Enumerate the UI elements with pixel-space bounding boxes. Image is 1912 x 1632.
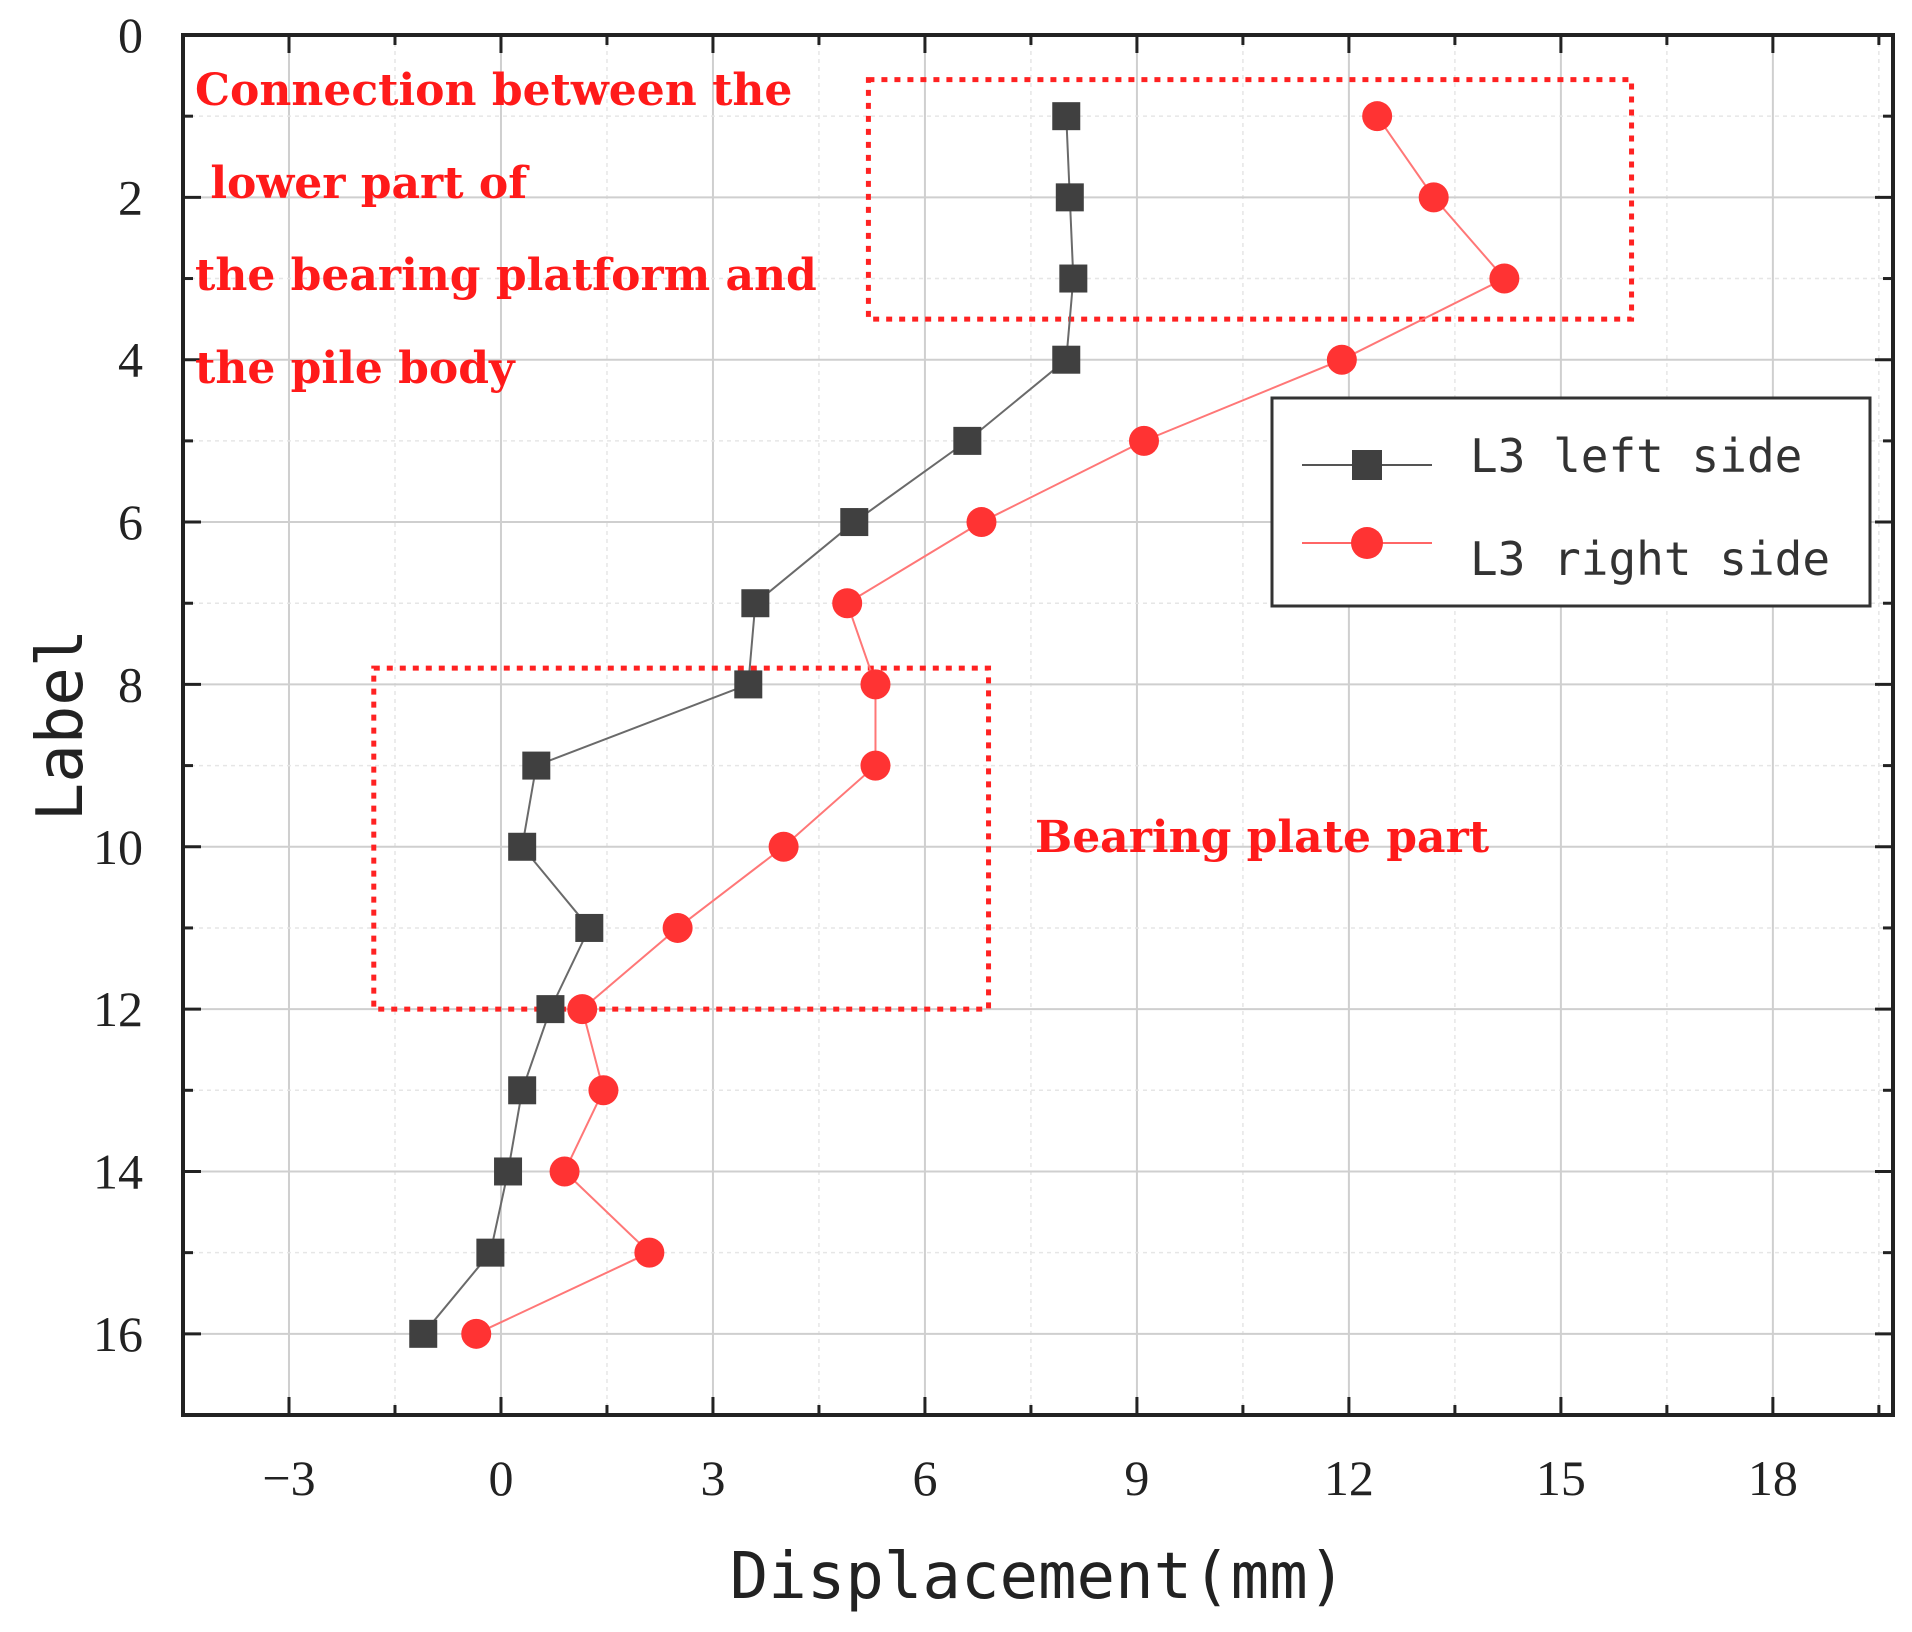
y-tick-label: 14 [93, 1143, 143, 1199]
data-point [840, 508, 868, 536]
data-point [860, 751, 890, 781]
y-tick-label: 0 [118, 7, 143, 63]
data-point [1056, 183, 1084, 211]
displacement-chart: −3 0 3 6 9 12 15 18 0 2 4 6 8 10 12 14 16 Connection bet… [0, 0, 1912, 1632]
data-point [1052, 346, 1080, 374]
data-point [953, 427, 981, 455]
y-axis-title: Label [24, 629, 98, 822]
data-point [409, 1320, 437, 1348]
data-point [575, 914, 603, 942]
data-point [1129, 426, 1159, 456]
x-tick-label: 18 [1748, 1450, 1798, 1506]
data-point [741, 589, 769, 617]
connection-annotation-line: lower part of [195, 158, 530, 209]
x-tick-label: 6 [912, 1450, 937, 1506]
data-point [550, 1156, 580, 1186]
data-point [860, 669, 890, 699]
y-tick-label: 16 [93, 1306, 143, 1362]
data-point [1052, 102, 1080, 130]
legend-label-right: L3 right side [1470, 532, 1830, 586]
bearing-plate-annotation-text: Bearing plate part [1035, 812, 1490, 863]
y-tick-label: 4 [118, 332, 143, 388]
data-point [966, 507, 996, 537]
data-point [663, 913, 693, 943]
data-point [734, 670, 762, 698]
legend-marker-left [1352, 450, 1382, 480]
x-axis-title: Displacement(mm) [730, 1540, 1347, 1614]
data-point [588, 1075, 618, 1105]
data-point [1327, 345, 1357, 375]
x-tick-label: 3 [700, 1450, 725, 1506]
x-tick-label: 15 [1536, 1450, 1586, 1506]
connection-annotation-line: the pile body [195, 343, 516, 394]
x-tick-label: −3 [262, 1450, 315, 1506]
axis-ticks: −3 0 3 6 9 12 15 18 0 2 4 6 8 10 12 14 16 [93, 7, 1893, 1506]
data-point [476, 1239, 504, 1267]
data-point [461, 1319, 491, 1349]
data-point [1362, 101, 1392, 131]
data-point [1489, 264, 1519, 294]
y-tick-label: 2 [118, 169, 143, 225]
data-point [508, 1076, 536, 1104]
x-tick-label: 9 [1124, 1450, 1149, 1506]
x-tick-label: 0 [488, 1450, 513, 1506]
x-tick-label: 12 [1324, 1450, 1374, 1506]
legend-label-left: L3 left side [1470, 429, 1802, 483]
data-point [494, 1157, 522, 1185]
data-point [1059, 265, 1087, 293]
y-tick-label: 12 [93, 981, 143, 1037]
y-tick-label: 10 [93, 819, 143, 875]
legend-marker-right [1351, 527, 1383, 559]
data-point [832, 588, 862, 618]
data-point [536, 995, 564, 1023]
plot-frame [183, 35, 1893, 1415]
y-tick-label: 6 [118, 494, 143, 550]
data-point [567, 994, 597, 1024]
y-tick-label: 8 [118, 656, 143, 712]
connection-annotation-line: Connection between the [195, 65, 792, 116]
data-point [634, 1238, 664, 1268]
data-point [522, 752, 550, 780]
data-point [1419, 182, 1449, 212]
connection-annotation-line: the bearing platform and [195, 250, 817, 301]
data-point [769, 832, 799, 862]
grid [183, 35, 1893, 1415]
data-point [508, 833, 536, 861]
legend: L3 left side L3 right side [1272, 398, 1870, 606]
bearing-plate-annotation-box [374, 668, 989, 1009]
